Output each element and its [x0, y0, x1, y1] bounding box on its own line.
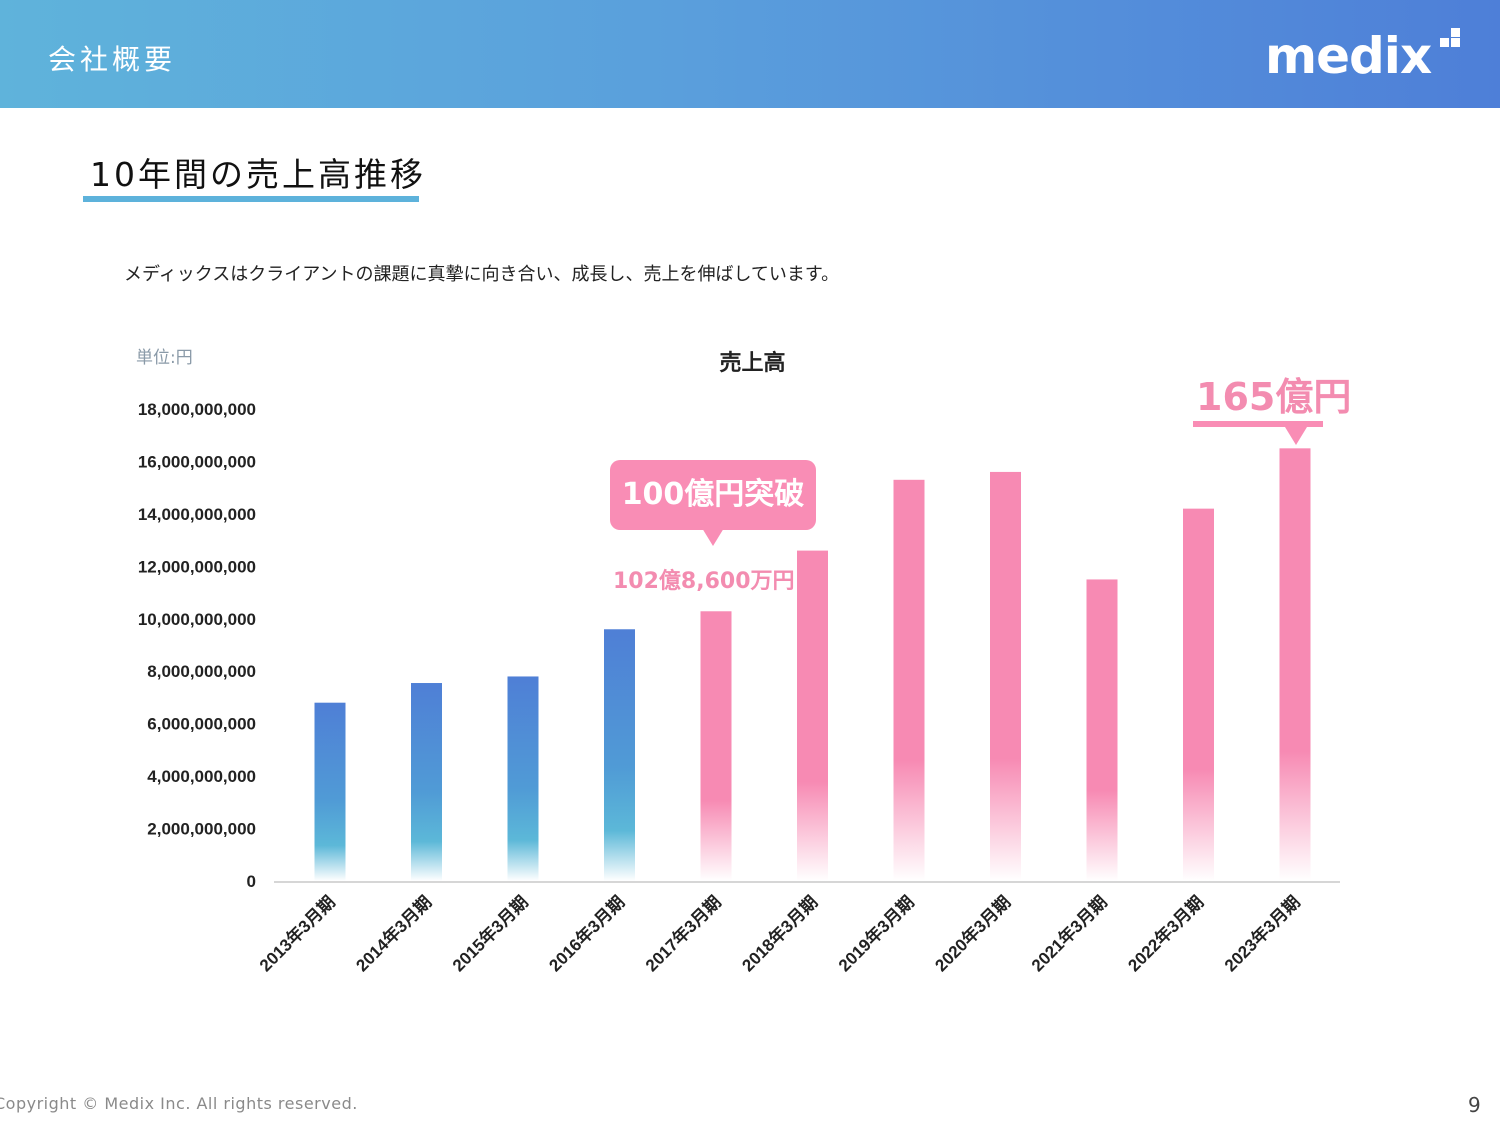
- milestone-callout-pointer: [702, 528, 724, 546]
- y-tick-label: 2,000,000,000: [147, 820, 256, 839]
- logo-pixel-mark: [1440, 38, 1449, 47]
- x-tick-label: 2016年3月期: [545, 892, 629, 976]
- y-tick-label: 4,000,000,000: [147, 767, 256, 786]
- bar-2014年3月期: [411, 683, 442, 881]
- x-tick-label: 2021年3月期: [1027, 892, 1111, 976]
- x-axis-ticks: 2013年3月期 2014年3月期 2015年3月期 2016年3月期 2017年3月期…: [255, 892, 1304, 976]
- milestone-callout: 100億円突破: [610, 460, 816, 530]
- bar-2021年3月期: [1086, 579, 1118, 881]
- bar-2019年3月期: [893, 479, 925, 881]
- y-tick-label: 16,000,000,000: [138, 452, 256, 471]
- x-tick-label: 2017年3月期: [641, 892, 725, 976]
- x-tick-label: 2020年3月期: [931, 892, 1015, 976]
- logo-pixel-mark: [1451, 38, 1460, 47]
- y-tick-label: 12,000,000,000: [138, 557, 256, 576]
- header-bar: 会社概要 medix: [0, 0, 1500, 108]
- bars: [314, 448, 1311, 881]
- x-tick-label: 2013年3月期: [255, 892, 339, 976]
- bar-2022年3月期: [1183, 508, 1214, 881]
- bar-2013年3月期: [314, 702, 346, 881]
- intro-text: メディックスはクライアントの課題に真摯に向き合い、成長し、売上を伸ばしています。: [124, 264, 840, 285]
- milestone-value-label: 102億8,600万円: [613, 569, 795, 594]
- bar-2016年3月期: [604, 629, 635, 881]
- bar-2015年3月期: [507, 676, 539, 881]
- logo-pixel-mark: [1451, 28, 1460, 37]
- x-tick-label: 2015年3月期: [448, 892, 532, 976]
- y-axis-ticks: 0 2,000,000,000 4,000,000,000 6,000,000,000…: [138, 400, 256, 891]
- chart-title: 売上高: [719, 351, 786, 376]
- y-tick-label: 14,000,000,000: [138, 505, 256, 524]
- latest-value-underline: [1193, 421, 1323, 427]
- header-title: 会社概要: [48, 43, 177, 76]
- medix-logo: medix: [1265, 27, 1432, 85]
- x-tick-label: 2019年3月期: [834, 892, 918, 976]
- x-tick-label: 2018年3月期: [738, 892, 822, 976]
- unit-label: 単位:円: [136, 348, 193, 368]
- x-tick-label: 2023年3月期: [1220, 892, 1304, 976]
- y-tick-label: 8,000,000,000: [147, 662, 256, 681]
- y-tick-label: 0: [247, 872, 256, 891]
- x-tick-label: 2022年3月期: [1124, 892, 1208, 976]
- bar-2018年3月期: [797, 550, 828, 881]
- latest-value-pointer: [1285, 427, 1307, 445]
- section-underline: [83, 196, 419, 202]
- x-tick-label: 2014年3月期: [352, 892, 436, 976]
- latest-value-label: 165億円: [1196, 375, 1352, 419]
- bar-2023年3月期: [1279, 448, 1311, 881]
- y-tick-label: 6,000,000,000: [147, 715, 256, 734]
- page-number: 9: [1468, 1093, 1481, 1117]
- section-title: 10年間の売上高推移: [90, 155, 426, 194]
- bar-2017年3月期: [700, 611, 732, 881]
- bar-2020年3月期: [990, 471, 1021, 881]
- copyright-text: Copyright © Medix Inc. All rights reserv…: [0, 1094, 358, 1113]
- y-tick-label: 10,000,000,000: [138, 610, 256, 629]
- y-tick-label: 18,000,000,000: [138, 400, 256, 419]
